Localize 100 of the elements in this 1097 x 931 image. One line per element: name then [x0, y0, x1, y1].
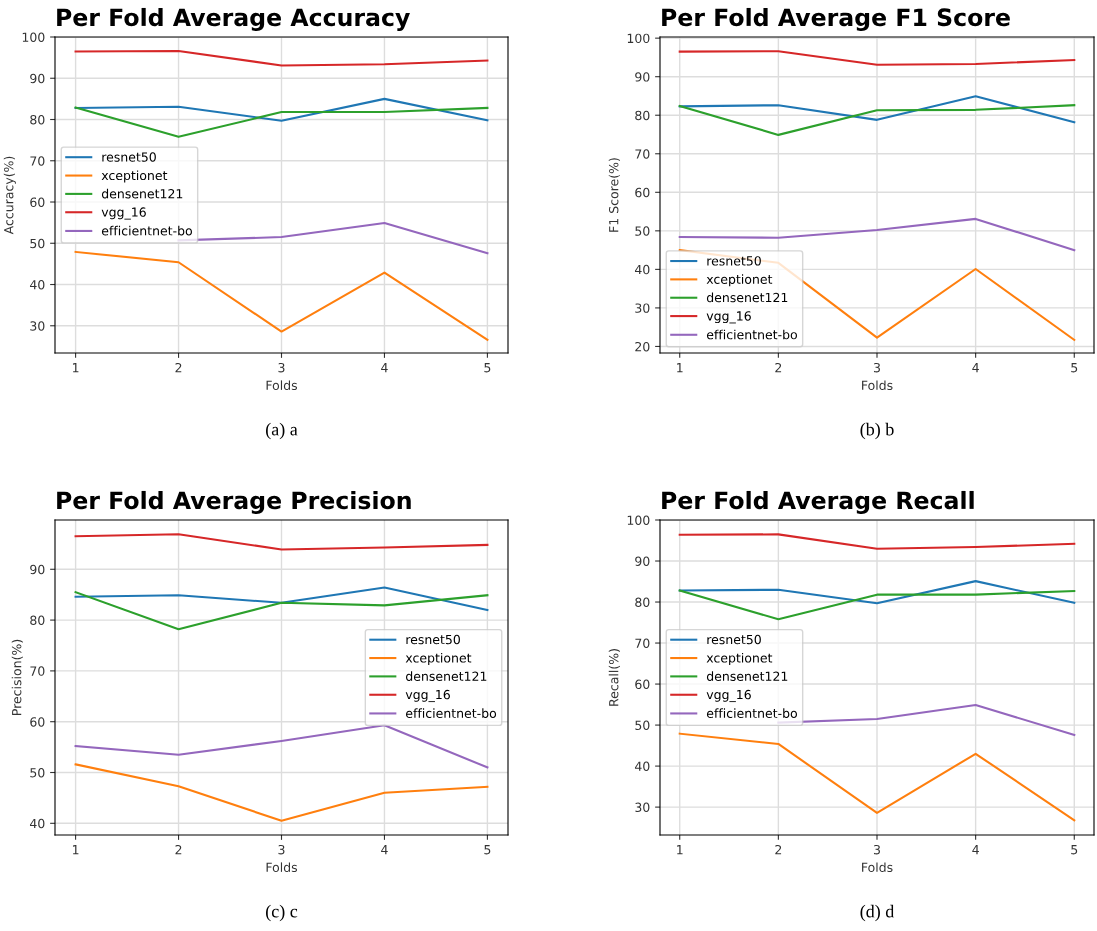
y-tick-label: 100: [627, 33, 650, 44]
y-tick-label: 100: [627, 515, 650, 525]
legend-label: resnet50: [406, 634, 460, 645]
legend-label: efficientnet-bo: [706, 329, 797, 340]
y-tick-label: 40: [29, 818, 45, 829]
x-tick-label: 2: [775, 844, 782, 855]
line-series: [74, 106, 489, 138]
line-series: [678, 589, 1076, 621]
x-tick-label: 3: [278, 844, 285, 855]
y-tick-label: 60: [30, 717, 45, 727]
y-tick-label: 30: [635, 303, 650, 313]
chart-title: Per Fold Average Accuracy: [57, 7, 410, 31]
legend-label: vgg_16: [706, 689, 751, 703]
legend-label: xceptionet: [405, 652, 472, 666]
y-axis-title: Recall(%): [608, 649, 620, 706]
y-tick-label: 80: [635, 597, 650, 607]
y-tick-label: 50: [635, 720, 650, 730]
y-tick-label: 70: [30, 156, 45, 166]
legend-label: vgg_16: [706, 311, 751, 324]
chart-title: Per Fold Average Recall: [662, 490, 974, 514]
x-tick-label: 1: [72, 363, 79, 373]
y-tick-label: 80: [635, 110, 650, 121]
line-series: [678, 580, 1076, 605]
legend-label: efficientnet-bo: [406, 708, 497, 718]
chart-title: Per Fold Average F1 Score: [662, 7, 1010, 31]
y-tick-label: 60: [635, 679, 650, 689]
line-series: [74, 724, 489, 769]
line-series: [678, 50, 1076, 66]
x-axis-title: Folds: [862, 862, 893, 873]
y-tick-label: 30: [30, 321, 45, 331]
legend-label: vgg_16: [101, 207, 146, 220]
line-series: [74, 533, 489, 551]
legend-label: xceptionet: [706, 274, 773, 287]
y-tick-label: 50: [30, 238, 45, 249]
x-tick-label: 1: [677, 845, 683, 855]
legend-label: densenet121: [101, 188, 183, 199]
legend-label: densenet121: [406, 671, 487, 681]
x-tick-label: 4: [972, 363, 979, 373]
legend-label: vgg_16: [405, 689, 450, 703]
x-tick-label: 5: [1071, 845, 1078, 855]
legend-label: efficientnet-bo: [101, 225, 192, 236]
line-series: [678, 732, 1076, 822]
line-series: [74, 586, 489, 611]
y-tick-label: 80: [30, 114, 45, 125]
x-tick-label: 4: [972, 845, 979, 855]
y-tick-label: 50: [30, 767, 45, 778]
y-tick-label: 90: [635, 556, 650, 566]
line-series: [678, 104, 1076, 136]
x-axis-title: Folds: [266, 862, 298, 873]
x-tick-label: 1: [677, 363, 683, 373]
line-series: [678, 217, 1076, 252]
text: (b) b: [860, 422, 894, 440]
legend-label: xceptionet: [101, 170, 168, 183]
text: (d) d: [860, 904, 895, 922]
y-tick-label: 40: [29, 279, 45, 290]
legend-label: densenet121: [706, 671, 788, 681]
legend-label: resnet50: [707, 256, 761, 266]
y-tick-label: 70: [635, 149, 650, 159]
y-tick-label: 30: [635, 802, 650, 813]
y-axis-title: Accuracy(%): [3, 156, 16, 235]
line-series: [74, 49, 489, 67]
y-tick-label: 80: [30, 615, 45, 626]
legend-label: densenet121: [706, 292, 788, 303]
y-axis-title: F1 Score(%): [608, 158, 620, 232]
x-axis-title: Folds: [862, 380, 893, 391]
y-tick-label: 40: [634, 761, 650, 772]
line-series: [678, 533, 1076, 550]
line-series: [74, 591, 489, 631]
text: (c) c: [266, 904, 298, 922]
x-tick-label: 1: [72, 845, 79, 855]
y-tick-label: 50: [635, 226, 650, 236]
y-axis-title: Precision(%): [11, 639, 23, 715]
y-tick-label: 100: [22, 32, 45, 42]
y-tick-label: 90: [635, 72, 650, 82]
y-tick-label: 90: [30, 564, 45, 575]
x-tick-label: 4: [381, 363, 388, 373]
x-tick-label: 4: [381, 845, 388, 855]
x-tick-label: 2: [775, 362, 782, 373]
text: (a) a: [266, 422, 298, 440]
chart-title: Per Fold Average Precision: [57, 490, 411, 514]
x-tick-label: 5: [484, 363, 491, 373]
y-tick-label: 40: [634, 264, 650, 275]
x-tick-label: 2: [175, 844, 182, 855]
y-tick-label: 70: [635, 638, 650, 648]
x-tick-label: 5: [1071, 363, 1078, 373]
legend-label: resnet50: [707, 634, 761, 645]
line-series: [74, 250, 489, 341]
line-series: [74, 763, 489, 822]
legend-label: efficientnet-bo: [706, 708, 797, 718]
y-tick-label: 20: [635, 341, 650, 352]
x-axis-title: Folds: [266, 380, 298, 391]
y-tick-label: 70: [30, 666, 45, 676]
legend-label: xceptionet: [706, 652, 773, 666]
y-tick-label: 60: [635, 187, 650, 198]
x-tick-label: 5: [484, 845, 491, 855]
y-tick-label: 60: [30, 197, 45, 207]
legend-label: resnet50: [102, 152, 156, 162]
x-tick-label: 2: [175, 362, 182, 373]
x-tick-label: 3: [873, 844, 880, 855]
x-tick-label: 3: [873, 362, 880, 373]
